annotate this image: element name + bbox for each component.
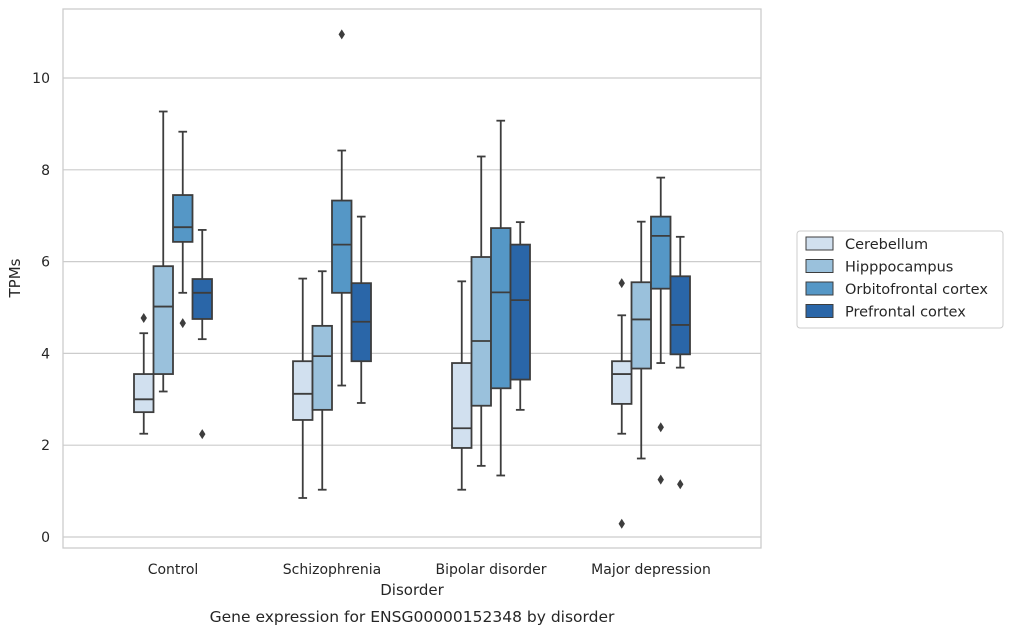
outlier-point — [618, 278, 625, 289]
box-cerebellum — [133, 313, 155, 435]
legend-frame — [796, 230, 1004, 329]
box-body — [152, 265, 174, 375]
outlier-point — [338, 29, 345, 40]
box-body — [311, 324, 333, 411]
gridlines — [63, 77, 761, 538]
chart-caption: Gene expression for ENSG00000152348 by d… — [210, 608, 615, 626]
box-orbitofrontal-cortex — [490, 119, 512, 477]
box-prefrontal-cortex — [350, 215, 372, 404]
legend-label: Prefrontal cortex — [845, 305, 966, 321]
box-body — [133, 373, 155, 414]
box-hipppocampus — [470, 155, 492, 467]
legend-items: Cerebellum Hipppocampus Orbitofrontal cort… — [805, 236, 988, 321]
box-body — [172, 194, 194, 243]
x-tick-label: Major depression — [591, 562, 711, 578]
boxes — [133, 29, 691, 529]
box-body — [490, 227, 512, 390]
y-tick-label: 0 — [41, 530, 50, 546]
legend-swatch — [805, 304, 834, 318]
box-hipppocampus — [630, 220, 652, 460]
outlier-point — [179, 318, 186, 329]
legend-label: Hipppocampus — [845, 260, 953, 276]
x-tick-label: Control — [148, 562, 199, 578]
box-orbitofrontal-cortex — [172, 130, 194, 329]
y-tick-label: 10 — [32, 71, 50, 87]
box-body — [630, 281, 652, 370]
box-hipppocampus — [152, 110, 174, 393]
box-body — [331, 199, 353, 294]
legend-label: Orbitofrontal cortex — [845, 282, 988, 298]
y-tick-label: 2 — [41, 438, 50, 454]
box-body — [650, 215, 672, 290]
outlier-point — [140, 313, 147, 324]
y-tick-label: 6 — [41, 255, 50, 271]
outlier-point — [657, 422, 664, 433]
box-orbitofrontal-cortex — [650, 176, 672, 485]
box-cerebellum — [292, 277, 314, 499]
box-body — [669, 275, 691, 356]
box-body — [470, 256, 492, 407]
box-body — [611, 360, 633, 405]
box-cerebellum — [611, 278, 633, 529]
box-hipppocampus — [311, 270, 333, 491]
plot-frame — [62, 8, 762, 549]
x-axis-label: Disorder — [380, 581, 444, 599]
y-axis-label: TPMs — [6, 258, 24, 298]
box-prefrontal-cortex — [509, 221, 531, 411]
x-tick-label: Schizophrenia — [283, 562, 381, 578]
legend-label: Cerebellum — [845, 237, 928, 253]
box-prefrontal-cortex — [669, 235, 691, 490]
box-body — [191, 278, 213, 320]
x-tick-label: Bipolar disorder — [435, 562, 546, 578]
box-body — [509, 243, 531, 381]
box-prefrontal-cortex — [191, 229, 213, 440]
box-orbitofrontal-cortex — [331, 29, 353, 387]
outlier-point — [199, 429, 206, 440]
legend-swatch — [805, 236, 834, 251]
legend: Cerebellum Hipppocampus Orbitofrontal cort… — [796, 230, 1004, 329]
box-cerebellum — [451, 280, 473, 491]
y-axis-ticks: 0 2 4 6 8 10 — [32, 71, 50, 546]
box-body — [451, 362, 473, 449]
box-body — [292, 360, 314, 421]
legend-swatch — [805, 259, 834, 273]
outlier-point — [657, 474, 664, 485]
outlier-point — [618, 518, 625, 529]
x-axis-ticks: Control Schizophrenia Bipolar disorder Majo… — [148, 562, 711, 578]
y-tick-label: 8 — [41, 163, 50, 179]
y-tick-label: 4 — [41, 346, 50, 362]
legend-swatch — [805, 281, 834, 296]
outlier-point — [677, 479, 684, 490]
